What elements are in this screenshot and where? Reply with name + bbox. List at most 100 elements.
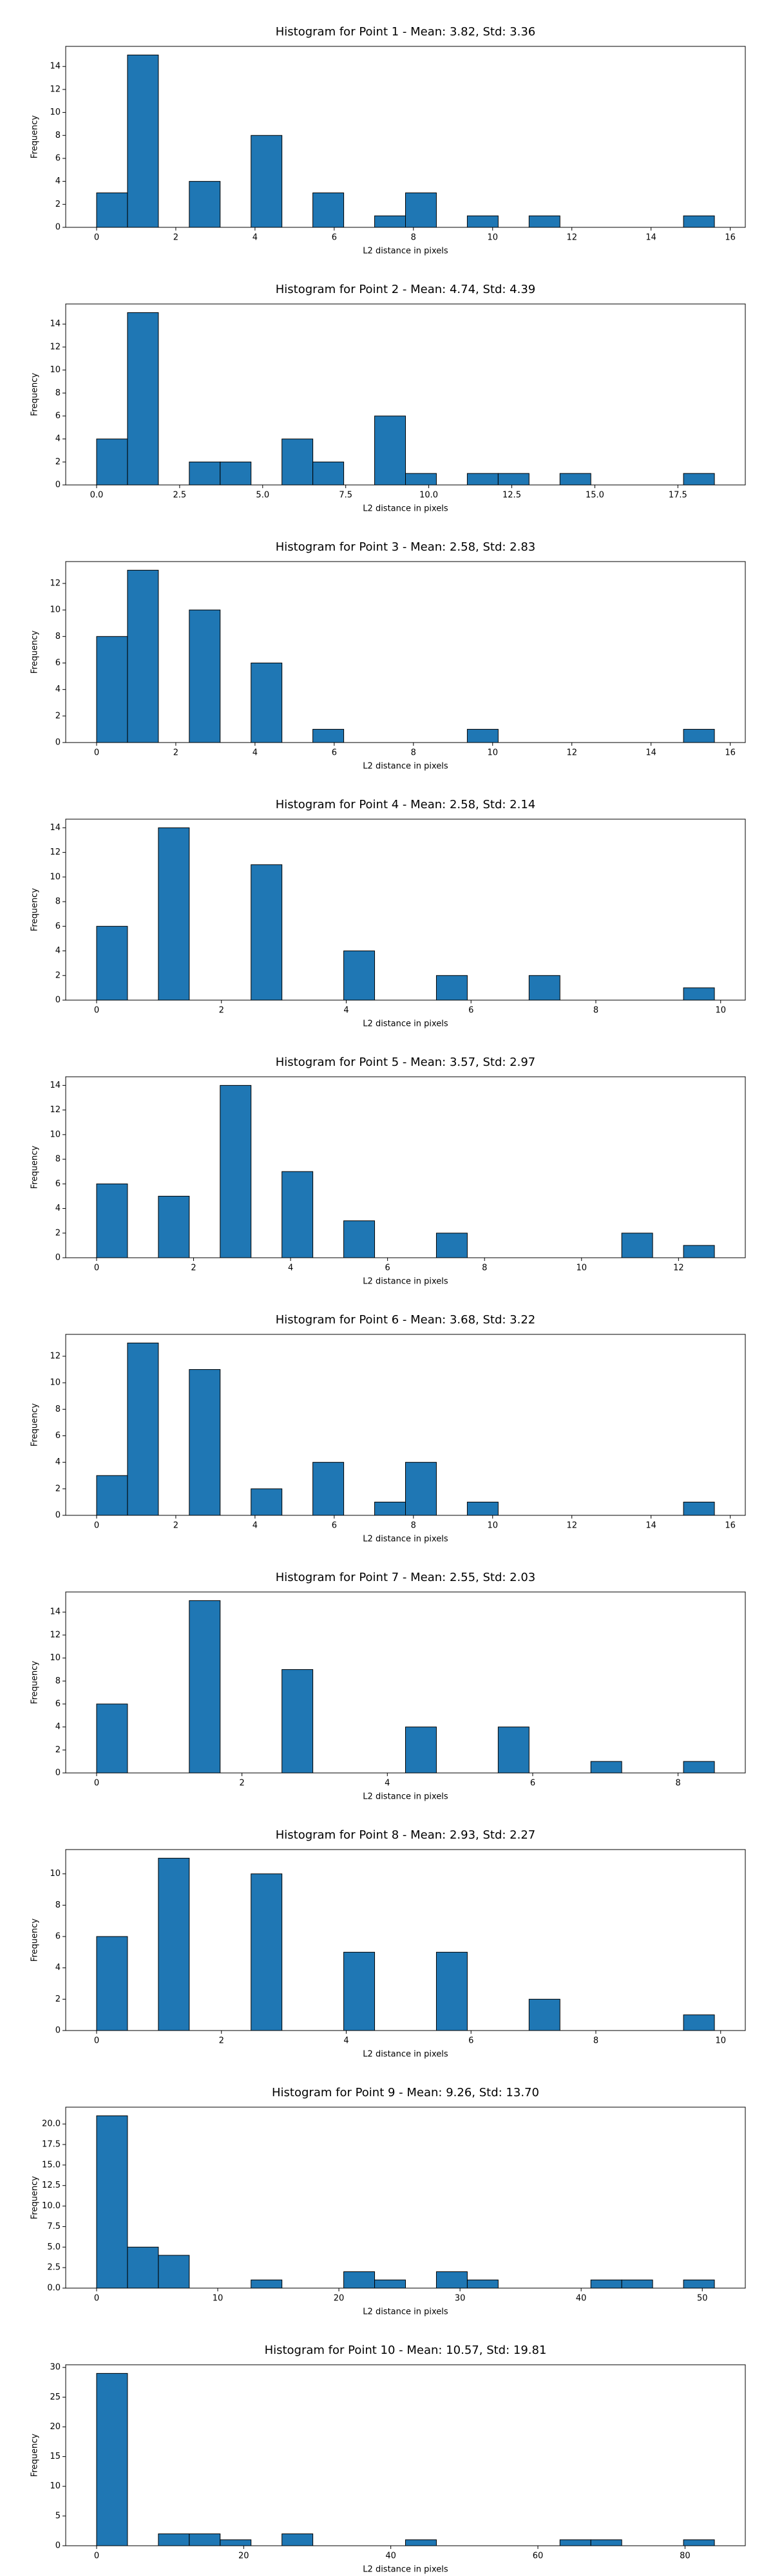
bar [435,1951,468,2031]
x-tick-label: 6 [332,748,337,758]
x-tick-label: 6 [385,1264,390,1273]
bar [282,1669,314,1774]
bar [312,192,345,228]
x-tick-label: 2 [173,233,178,243]
x-tick-label: 2 [219,1006,224,1016]
bar [435,1233,468,1258]
bar [251,662,283,743]
bar [559,2539,591,2546]
x-tick-label: 8 [411,233,416,243]
y-tick-label: 17.5 [42,2139,61,2149]
y-axis-label: Frequency [30,373,40,416]
y-tick-label: 0 [55,738,61,748]
x-tick-label: 2 [239,1779,244,1788]
y-tick-label: 0 [55,2541,61,2551]
y-tick-label: 4 [55,434,61,444]
x-tick-label: 6 [468,2036,473,2046]
y-tick-label: 12 [50,578,61,588]
y-tick-label: 0 [55,1768,61,1778]
bar [466,1501,499,1516]
bar [312,728,345,743]
x-tick-label: 2 [219,2036,224,2046]
bar [343,1951,376,2031]
chart-title: Histogram for Point 5 - Mean: 3.57, Std:… [276,1056,536,1069]
y-tick-label: 10 [50,872,61,882]
y-tick-label: 10 [50,1130,61,1139]
y-tick-label: 5.0 [47,2242,61,2252]
x-tick-label: 5.0 [256,491,269,500]
y-tick-label: 15 [50,2452,61,2461]
bar [590,2539,622,2546]
bar [96,1183,128,1258]
bar [405,1462,437,1516]
y-tick-label: 4 [55,946,61,956]
bar [374,215,406,228]
x-tick-label: 2 [173,1521,178,1531]
y-tick-label: 10 [50,1869,61,1879]
bar [497,1727,530,1774]
x-axis-label: L2 distance in pixels [363,1277,448,1287]
bar [189,181,221,228]
x-tick-label: 10 [715,1006,726,1016]
x-tick-label: 8 [593,2036,598,2046]
x-tick-label: 60 [533,2552,544,2561]
bar [127,312,159,486]
x-tick-label: 10 [487,1521,498,1531]
y-tick-label: 8 [55,1405,61,1414]
bar [96,1703,128,1774]
x-tick-label: 0 [94,1264,99,1273]
bar [435,975,468,1001]
bar [683,728,715,743]
x-tick-label: 6 [332,1521,337,1531]
y-tick-label: 6 [55,658,61,668]
x-tick-label: 6 [530,1779,535,1788]
bar [96,439,128,486]
x-tick-label: 20 [334,2294,345,2304]
x-axis-label: L2 distance in pixels [363,2050,448,2060]
bar [374,415,406,486]
x-tick-label: 4 [253,233,258,243]
x-tick-label: 10 [213,2294,224,2304]
y-tick-label: 8 [55,388,61,398]
x-tick-label: 0 [94,2552,99,2561]
axes-frame [65,1334,746,1516]
bar [282,2533,314,2546]
bar [158,1857,190,2031]
y-tick-label: 10 [50,108,61,117]
x-tick-label: 4 [288,1264,293,1273]
x-tick-label: 4 [385,1779,390,1788]
bar [96,1475,128,1516]
x-axis-label: L2 distance in pixels [363,2565,448,2575]
x-tick-label: 2 [191,1264,196,1273]
bar [405,473,437,486]
x-tick-label: 0 [94,748,99,758]
chart-title: Histogram for Point 2 - Mean: 4.74, Std:… [276,283,536,296]
y-axis-label: Frequency [30,1403,40,1446]
bar [158,1195,190,1258]
y-tick-label: 12 [50,1630,61,1640]
bar [343,2271,376,2289]
x-axis-label: L2 distance in pixels [363,762,448,772]
bar [683,1501,715,1516]
bar [590,1761,622,1774]
bar [96,2115,128,2289]
x-tick-label: 6 [468,1006,473,1016]
bar [405,1727,437,1774]
bar [374,2279,406,2289]
y-tick-label: 10.0 [42,2201,61,2211]
axes-frame [65,819,746,1001]
bar [683,1761,715,1774]
axes-frame [65,46,746,228]
axes-frame [65,2107,746,2289]
y-tick-label: 4 [55,1204,61,1213]
x-tick-label: 10.0 [419,491,438,500]
y-tick-label: 0.0 [47,2284,61,2293]
bar [312,461,345,486]
x-tick-label: 12.5 [502,491,521,500]
x-tick-label: 0 [94,1006,99,1016]
x-tick-label: 8 [675,1779,680,1788]
x-tick-label: 0 [94,2294,99,2304]
y-tick-label: 20 [50,2422,61,2432]
chart-title: Histogram for Point 9 - Mean: 9.26, Std:… [272,2086,539,2099]
x-tick-label: 16 [725,748,736,758]
